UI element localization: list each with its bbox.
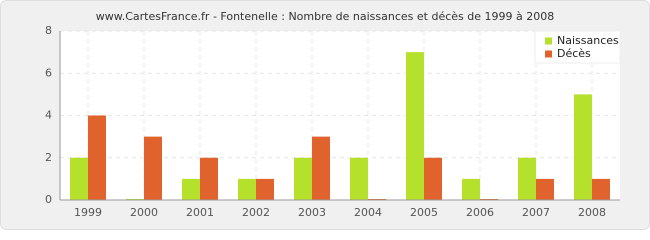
- x-tick-label: 2008: [578, 206, 606, 219]
- chart-title: www.CartesFrance.fr - Fontenelle : Nombr…: [96, 10, 554, 23]
- legend-label: Naissances: [557, 34, 619, 47]
- bar: [144, 136, 162, 200]
- legend-box: [534, 30, 621, 64]
- x-tick-label: 2001: [186, 206, 214, 219]
- legend-label: Décès: [557, 47, 591, 60]
- bar: [182, 178, 200, 200]
- bar: [350, 157, 368, 200]
- y-tick-label: 4: [45, 109, 52, 122]
- bar: [462, 178, 480, 200]
- x-tick-label: 2004: [354, 206, 382, 219]
- bar: [536, 178, 554, 200]
- bar: [574, 94, 592, 200]
- x-tick-label: 1999: [74, 206, 102, 219]
- bar: [424, 157, 442, 200]
- bar: [88, 115, 106, 200]
- bar: [406, 52, 424, 200]
- bar: [294, 157, 312, 200]
- y-tick-label: 6: [45, 66, 52, 79]
- x-tick-label: 2002: [242, 206, 270, 219]
- chart: www.CartesFrance.fr - Fontenelle : Nombr…: [0, 0, 650, 230]
- bar: [200, 157, 218, 200]
- legend-swatch: [545, 50, 552, 58]
- y-tick-label: 2: [45, 151, 52, 164]
- bar: [518, 157, 536, 200]
- bar: [70, 157, 88, 200]
- y-tick-label: 0: [45, 193, 52, 206]
- x-tick-label: 2003: [298, 206, 326, 219]
- bar: [592, 178, 610, 200]
- x-tick-label: 2007: [522, 206, 550, 219]
- bar: [238, 178, 256, 200]
- y-tick-label: 8: [45, 24, 52, 37]
- bar: [256, 178, 274, 200]
- x-tick-label: 2005: [410, 206, 438, 219]
- legend-swatch: [545, 37, 552, 45]
- x-tick-label: 2000: [130, 206, 158, 219]
- x-tick-label: 2006: [466, 206, 494, 219]
- bar: [312, 136, 330, 200]
